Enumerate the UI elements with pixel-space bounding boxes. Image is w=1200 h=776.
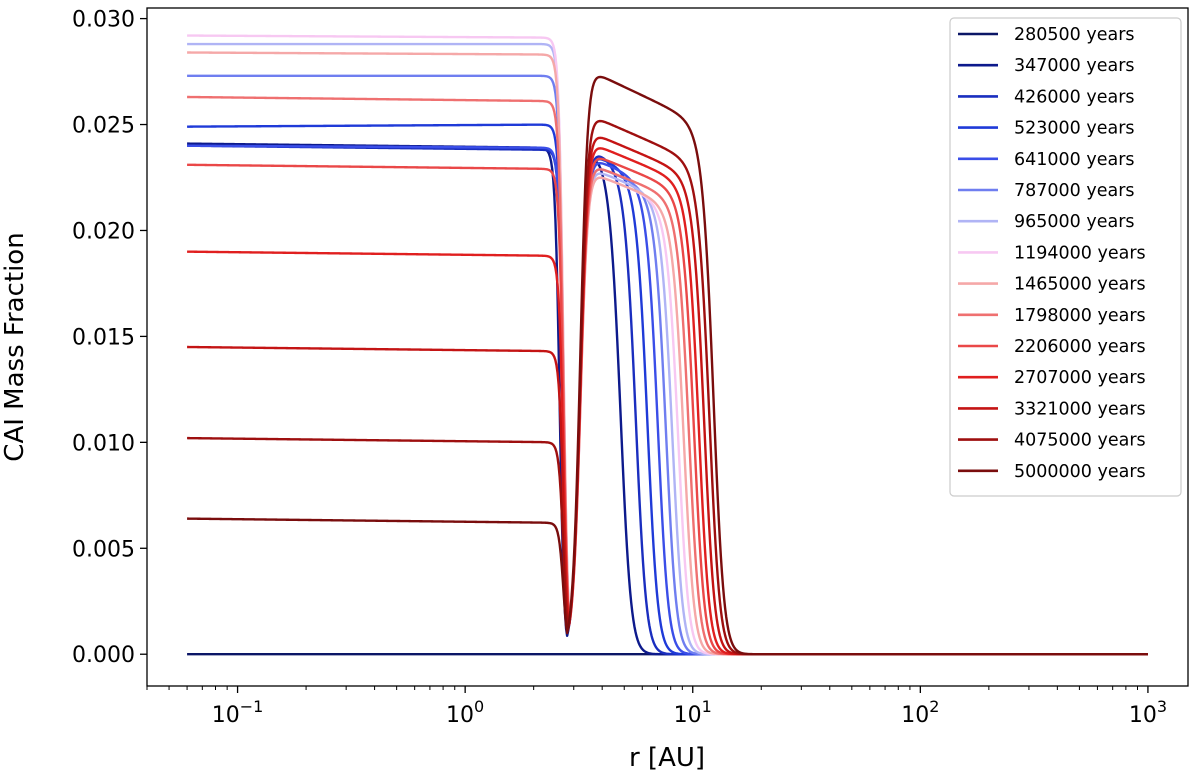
legend-item-label: 4075000 years: [1014, 431, 1146, 451]
series-line: [186, 75, 1149, 656]
x-tick-label: 101: [674, 697, 712, 728]
x-tick-label: 102: [901, 697, 939, 728]
legend-item-label: 426000 years: [1014, 87, 1135, 107]
legend-item-label: 965000 years: [1014, 212, 1135, 232]
legend-item-label: 2206000 years: [1014, 337, 1146, 357]
y-tick-label: 0.015: [72, 325, 135, 350]
y-tick-label: 0.030: [72, 8, 135, 33]
x-tick-label: 100: [446, 697, 484, 728]
x-tick-label: 103: [1129, 697, 1167, 728]
y-tick-label: 0.025: [72, 114, 135, 139]
series-layer: [186, 34, 1149, 656]
y-tick-label: 0.000: [72, 643, 135, 668]
legend-item-label: 523000 years: [1014, 119, 1135, 139]
x-tick-label: 10−1: [212, 697, 264, 728]
legend-item-label: 787000 years: [1014, 181, 1135, 201]
y-axis: 0.000 0.005 0.010 0.015 0.020 0.025 0.030: [72, 8, 147, 668]
legend-item-label: 280500 years: [1014, 25, 1135, 45]
legend-item-label: 1798000 years: [1014, 306, 1146, 326]
legend-box: [949, 17, 1182, 497]
legend-item-label: 3321000 years: [1014, 399, 1146, 419]
legend-item-label: 347000 years: [1014, 56, 1135, 76]
legend-item-label: 5000000 years: [1014, 462, 1146, 482]
legend-item-label: 2707000 years: [1014, 368, 1146, 388]
plot-frame: [146, 7, 1189, 687]
y-axis-label: CAI Mass Fraction: [0, 232, 30, 461]
legend-item-label: 641000 years: [1014, 150, 1135, 170]
legend-item-label: 1465000 years: [1014, 275, 1146, 295]
y-tick-label: 0.020: [72, 219, 135, 244]
legend-item-label: 1194000 years: [1014, 243, 1146, 263]
x-axis-label: r [AU]: [629, 743, 705, 773]
y-tick-label: 0.010: [72, 431, 135, 456]
x-axis: 10−1 100 101 102 103: [146, 686, 1167, 728]
legend: 280500 years 347000 years 426000 years 5230…: [949, 17, 1182, 497]
y-tick-label: 0.005: [72, 537, 135, 562]
